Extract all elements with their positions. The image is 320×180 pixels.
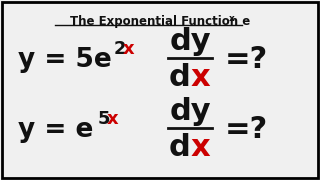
Text: x: x xyxy=(229,14,235,23)
Text: =?: =? xyxy=(225,116,268,145)
Text: x: x xyxy=(190,62,210,91)
Text: =?: =? xyxy=(225,46,268,75)
Text: dy: dy xyxy=(169,28,211,57)
Text: 5: 5 xyxy=(98,110,110,128)
Text: x: x xyxy=(190,132,210,161)
Text: The Exponential Function e: The Exponential Function e xyxy=(70,15,250,28)
Text: d: d xyxy=(169,62,191,91)
Text: x: x xyxy=(123,40,135,58)
Text: x: x xyxy=(107,110,119,128)
Text: y = e: y = e xyxy=(18,117,93,143)
Text: y = 5e: y = 5e xyxy=(18,47,112,73)
Text: 2: 2 xyxy=(114,40,126,58)
Text: dy: dy xyxy=(169,98,211,127)
Text: d: d xyxy=(169,132,191,161)
